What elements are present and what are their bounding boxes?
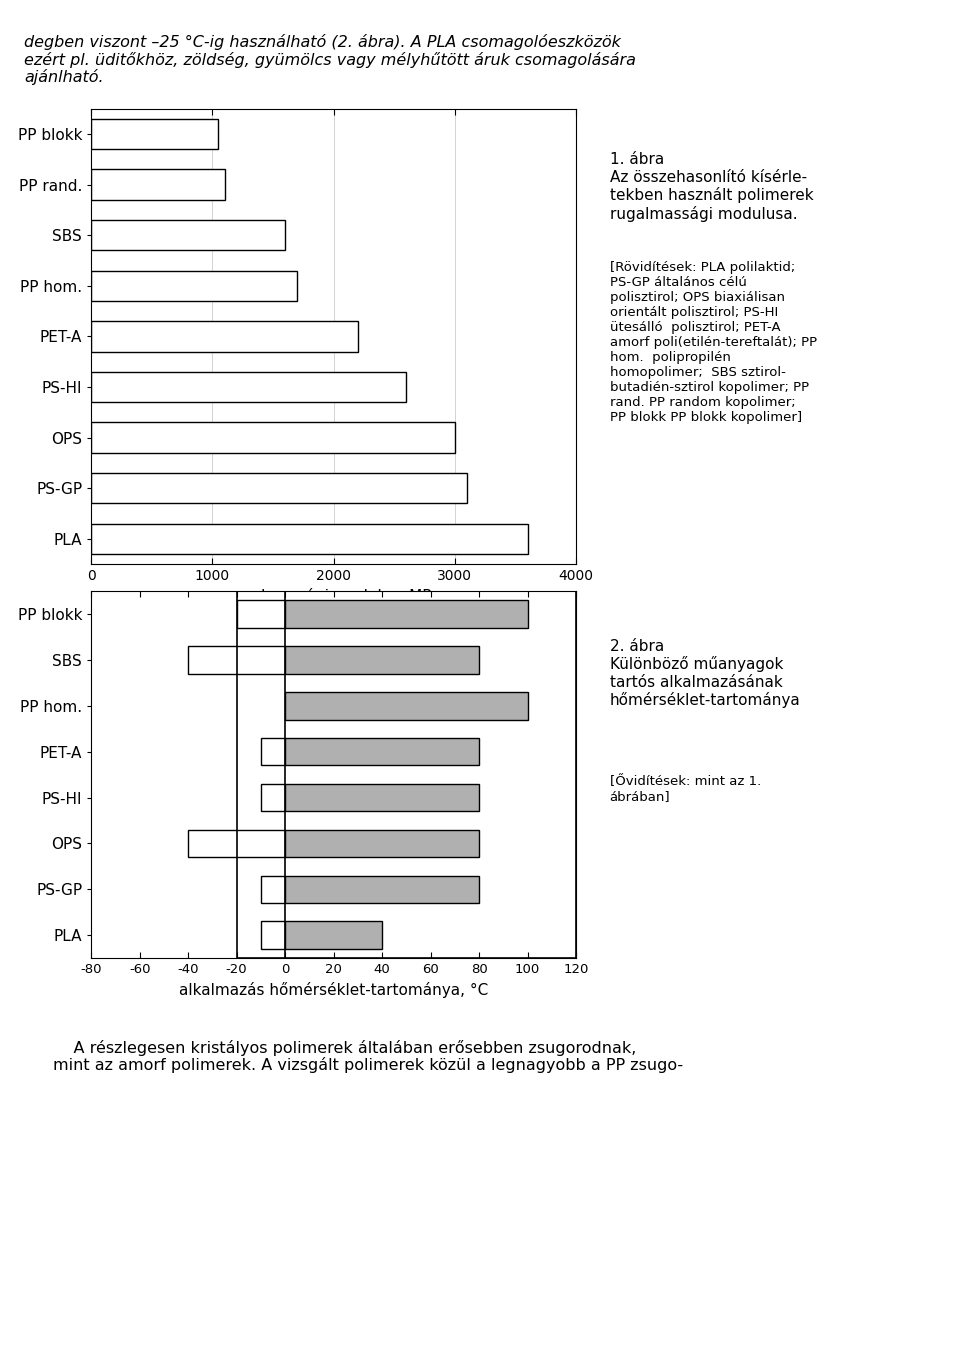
Bar xyxy=(285,692,528,720)
Text: mint az amorf polimerek. A vizsgált polimerek közül a legnagyobb a PP zsugo-: mint az amorf polimerek. A vizsgált poli… xyxy=(53,1057,683,1074)
Bar xyxy=(285,921,382,949)
Bar xyxy=(188,829,285,858)
Bar xyxy=(91,423,455,453)
Text: [Rövidítések: PLA polilaktid;
PS-GP általános célú
polisztirol; OPS biaxiálisan
: [Rövidítések: PLA polilaktid; PS-GP álta… xyxy=(610,261,817,424)
Text: 1. ábra
Az összehasonlító kísérle-
tekben használt polimerek
rugalmassági modulu: 1. ábra Az összehasonlító kísérle- tekbe… xyxy=(610,152,813,222)
Text: ajánlható.: ajánlható. xyxy=(24,69,104,86)
Bar xyxy=(91,372,406,402)
Bar xyxy=(91,118,219,149)
Bar xyxy=(261,784,285,811)
Bar xyxy=(188,647,285,674)
Text: [Ővidítések: mint az 1.
ábrában]: [Ővidítések: mint az 1. ábrában] xyxy=(610,775,761,803)
Bar xyxy=(285,738,479,765)
Text: degben viszont –25 °C-ig használható (2. ábra). A PLA csomagolóeszközök: degben viszont –25 °C-ig használható (2.… xyxy=(24,34,621,50)
Text: 2. ábra
Különböző műanyagok
tartós alkalmazásának
hőmérséklet-tartománya: 2. ábra Különböző műanyagok tartós alkal… xyxy=(610,639,801,708)
Bar xyxy=(261,738,285,765)
Bar xyxy=(285,829,479,858)
Bar xyxy=(261,921,285,949)
Bar xyxy=(91,523,528,554)
Bar xyxy=(91,220,285,250)
Bar xyxy=(285,601,528,628)
X-axis label: alkalmazás hőmérséklet-tartománya, °C: alkalmazás hőmérséklet-tartománya, °C xyxy=(179,981,489,998)
Bar xyxy=(91,473,467,503)
Bar xyxy=(237,601,285,628)
Bar xyxy=(237,591,576,958)
Bar xyxy=(91,270,298,300)
Bar xyxy=(91,321,358,352)
Text: ezért pl. üditőkhöz, zöldség, gyümölcs vagy mélyhűtött áruk csomagolására: ezért pl. üditőkhöz, zöldség, gyümölcs v… xyxy=(24,52,636,68)
Bar xyxy=(261,875,285,902)
X-axis label: rugalmassági modulus, MPa: rugalmassági modulus, MPa xyxy=(227,588,441,605)
Text: A részlegesen kristályos polimerek általában erősebben zsugorodnak,: A részlegesen kristályos polimerek által… xyxy=(53,1040,636,1056)
Bar xyxy=(91,170,225,200)
Bar xyxy=(285,875,479,902)
Bar xyxy=(285,784,479,811)
Bar xyxy=(285,647,479,674)
